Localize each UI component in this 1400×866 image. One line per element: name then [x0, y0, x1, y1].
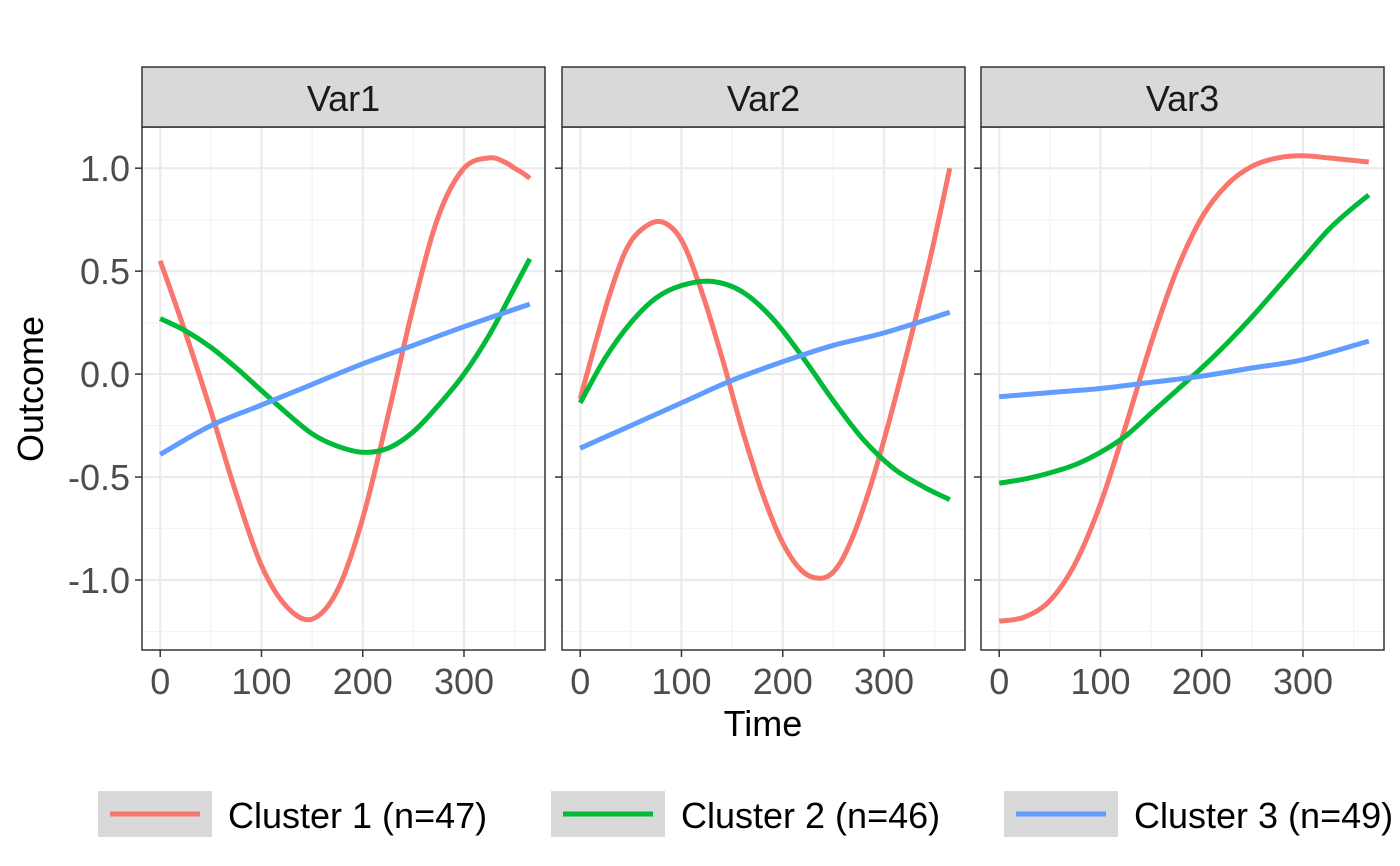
panel-background [562, 127, 965, 650]
facet-strip-label: Var2 [727, 78, 800, 119]
series-line-cluster3 [579, 309, 951, 451]
y-tick-label: -0.5 [68, 457, 130, 498]
facet-panel-var1: Var1 0 100 200 300 1.0 0.5 0.0 -0.5 -1.0 [68, 66, 546, 702]
x-tick-label: 100 [651, 661, 711, 702]
x-tick-label: 300 [434, 661, 494, 702]
facet-panel-var2: Var2 0 100 200 300 [555, 66, 966, 702]
y-tick-label: 1.0 [80, 148, 130, 189]
x-tick-label: 200 [333, 661, 393, 702]
facet-strip-label: Var1 [307, 78, 380, 119]
x-tick-label: 0 [570, 661, 590, 702]
facet-panel-var3: Var3 0 100 200 300 [974, 66, 1385, 702]
x-tick-label: 200 [753, 661, 813, 702]
x-tick-label: 100 [231, 661, 291, 702]
series-line-cluster3 [998, 338, 1370, 400]
series-line-cluster1 [998, 153, 1370, 624]
panel-background [142, 127, 545, 650]
series-line-cluster2 [578, 278, 951, 502]
x-tick-label: 300 [1273, 661, 1333, 702]
series-line-cluster3 [158, 301, 531, 457]
y-tick-label: 0.0 [80, 354, 130, 395]
series-line-cluster1 [577, 167, 953, 581]
legend-item-cluster3: Cluster 3 (n=49) [1004, 791, 1393, 837]
facet-strip-background [141, 66, 546, 128]
y-tick-label: -1.0 [68, 560, 130, 601]
y-axis-title: Outcome [10, 316, 51, 462]
x-tick-label: 0 [989, 661, 1009, 702]
facet-strip-background [561, 66, 966, 128]
x-axis-title: Time [724, 703, 803, 744]
legend-item-cluster1: Cluster 1 (n=47) [98, 791, 487, 837]
legend-label: Cluster 1 (n=47) [228, 795, 487, 836]
x-tick-label: 0 [150, 661, 170, 702]
x-tick-label: 100 [1070, 661, 1130, 702]
facet-strip-label: Var3 [1146, 78, 1219, 119]
x-tick-label: 200 [1172, 661, 1232, 702]
legend-item-cluster2: Cluster 2 (n=46) [551, 791, 940, 837]
y-tick-label: 0.5 [80, 251, 130, 292]
series-line-cluster1 [157, 155, 532, 623]
x-tick-label: 300 [854, 661, 914, 702]
legend: Cluster 1 (n=47) Cluster 2 (n=46) Cluster … [98, 791, 1393, 837]
legend-label: Cluster 3 (n=49) [1134, 795, 1393, 836]
series-line-cluster2 [159, 257, 533, 455]
facet-strip-background [980, 66, 1385, 128]
facet-panels: Var1 0 100 200 300 1.0 0.5 0.0 -0.5 -1.0 Var2 0 100 2… [68, 66, 1385, 702]
legend-label: Cluster 2 (n=46) [681, 795, 940, 836]
